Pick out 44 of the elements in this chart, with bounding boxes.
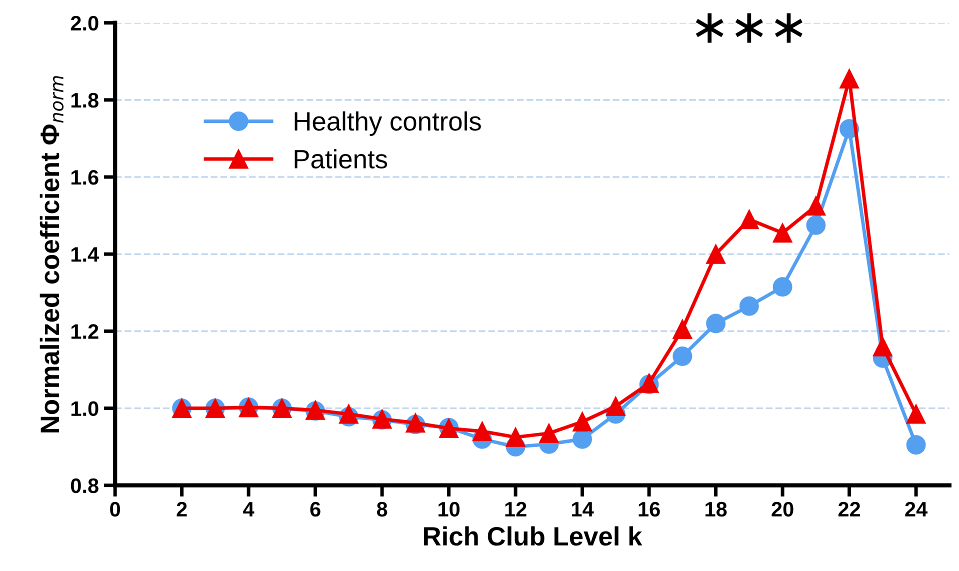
x-tick-label: 12: [505, 502, 526, 516]
point: [506, 427, 526, 447]
y-tick-label: 1.6: [71, 170, 98, 185]
x-tick-label: 8: [376, 502, 388, 517]
legend-label: Healthy controls: [294, 111, 481, 136]
y-tick-label: 1.2: [71, 324, 98, 339]
x-tick-label: 6: [310, 502, 320, 517]
x-tick-label: 20: [772, 502, 794, 517]
point: [606, 396, 626, 416]
point: [906, 404, 926, 424]
point: [706, 244, 726, 264]
point: [872, 336, 892, 356]
x-tick-label: 2: [176, 502, 187, 516]
point: [672, 320, 692, 339]
x-tick-label: 24: [905, 502, 928, 516]
point: [539, 424, 559, 444]
x-tick-label: 22: [838, 502, 860, 516]
x-tick-label: 14: [572, 502, 594, 516]
point: [572, 412, 592, 432]
point: [739, 210, 759, 230]
y-tick-label: 0.8: [70, 478, 98, 494]
x-tick-label: 0: [110, 502, 120, 517]
annotation: ∗∗∗: [696, 13, 802, 43]
legend-label: Patients: [294, 149, 388, 169]
point: [772, 223, 792, 243]
y-axis-title: Normalized coefficient Φ$_{norm}$: [40, 76, 64, 432]
point: [806, 215, 826, 235]
y-tick-label: 2.0: [70, 16, 98, 31]
point: [706, 314, 726, 334]
point: [472, 422, 492, 442]
x-tick-label: 18: [706, 502, 727, 517]
x-tick-label: 16: [638, 502, 660, 517]
point: [672, 346, 692, 366]
point: [840, 69, 860, 88]
point: [806, 196, 826, 216]
x-tick-label: 4: [243, 502, 254, 516]
y-tick-label: 1.0: [71, 401, 98, 416]
x-tick-label: 10: [438, 502, 460, 517]
y-tick-label: 1.4: [71, 247, 99, 262]
point: [906, 435, 926, 455]
y-tick-label: 1.8: [71, 92, 98, 108]
x-axis-title: Rich Club Level k: [424, 526, 642, 546]
point: [739, 296, 759, 316]
point: [772, 277, 792, 297]
